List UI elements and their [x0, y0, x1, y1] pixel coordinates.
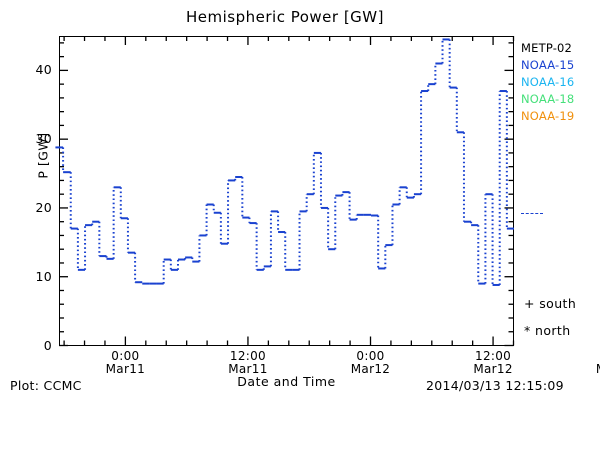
- x-tick-label: 0:00 Mar12: [326, 350, 416, 376]
- x-tick-time: 0:00: [356, 349, 385, 363]
- x-tick-label: 0:00Mar13: [571, 350, 600, 376]
- x-tick-date: Mar11: [105, 362, 146, 376]
- x-axis-label: Date and Time: [237, 374, 336, 389]
- y-tick-label: 40: [35, 62, 52, 78]
- y-tick-label: 20: [35, 199, 52, 215]
- legend-item-noaa-16[interactable]: NOAA-16: [521, 75, 575, 89]
- legend-item-metp-02[interactable]: METP-02: [521, 41, 573, 55]
- ovation-line-sample: [521, 213, 543, 214]
- plot-frame: [59, 36, 514, 346]
- legend-item-noaa-19[interactable]: NOAA-19: [521, 109, 575, 123]
- series-ovation-prime-hpi: [55, 38, 515, 286]
- x-tick-date: Mar11: [228, 362, 268, 376]
- x-tick-label: 0:00 Mar11: [80, 350, 170, 376]
- plot-timestamp: 2014/03/13 12:15:09: [426, 378, 564, 393]
- marker-north-label: * north: [524, 323, 571, 338]
- x-tick-time: 12:00: [475, 349, 512, 363]
- x-tick-date: Mar12: [473, 362, 513, 376]
- x-tick-time: 0:00: [111, 349, 140, 363]
- x-tick-time: 12:00: [229, 349, 266, 363]
- chart-title: Hemispheric Power [GW]: [186, 8, 384, 26]
- legend-item-noaa-15[interactable]: NOAA-15: [521, 58, 575, 72]
- y-tick-label: 30: [35, 131, 52, 147]
- y-axis-ticks: [59, 42, 514, 347]
- marker-south-label: + south: [524, 296, 577, 311]
- plot-credit: Plot: CCMC: [10, 378, 82, 393]
- x-tick-date: Mar12: [350, 362, 391, 376]
- chart-root: Hemispheric Power [GW] 0 10 20 30 40 0:00 Mar…: [10, 8, 600, 393]
- legend-item-noaa-18[interactable]: NOAA-18: [521, 92, 575, 106]
- data-series-layer: [55, 38, 515, 286]
- y-tick-label: 10: [35, 268, 52, 284]
- y-tick-label: 0: [43, 337, 52, 353]
- legend: METP-02 NOAA-15 NOAA-16 NOAA-18 NOAA-19: [521, 40, 600, 125]
- plot-canvas: [55, 36, 515, 347]
- x-tick-label: 12:00 Mar12: [448, 350, 538, 376]
- x-axis-ticks: [63, 36, 515, 346]
- x-tick-date: Mar13: [571, 363, 600, 376]
- x-tick-label: 12:00 Mar11: [203, 350, 293, 376]
- y-axis-label: P [GW]: [35, 132, 51, 179]
